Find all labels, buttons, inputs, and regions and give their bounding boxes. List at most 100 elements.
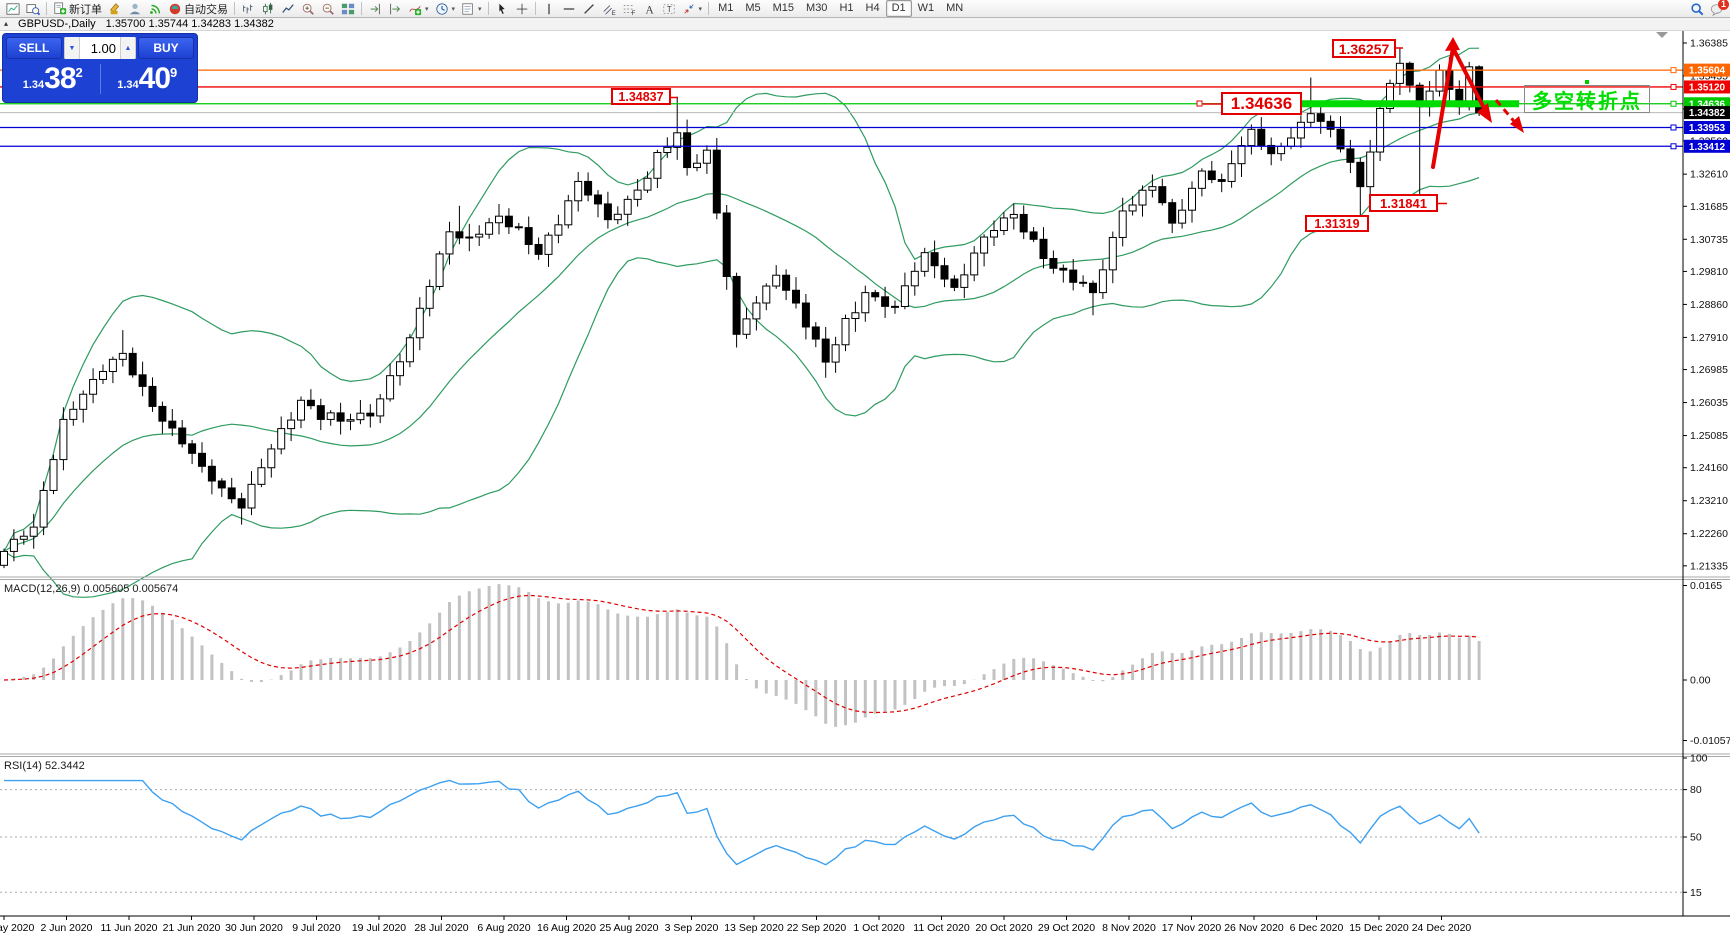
svg-text:1.26035: 1.26035 bbox=[1690, 397, 1728, 409]
svg-text:F: F bbox=[631, 10, 635, 16]
notification-badge: 1 bbox=[1718, 0, 1729, 10]
line-chart-icon[interactable] bbox=[278, 0, 298, 17]
timeframe-h4-button[interactable]: H4 bbox=[865, 2, 880, 14]
timeframe-mn-button[interactable]: MN bbox=[946, 2, 964, 14]
horizontal-line-icon[interactable] bbox=[559, 0, 579, 17]
svg-text:1.22260: 1.22260 bbox=[1690, 528, 1728, 540]
price-tags: 1.35604 1.35120 1.34636 1.33953 1.33412 1.343… bbox=[1684, 63, 1730, 153]
cursor-icon[interactable] bbox=[492, 0, 512, 17]
svg-text:29 Oct 2020: 29 Oct 2020 bbox=[1038, 922, 1095, 934]
price-label-pivot[interactable]: 1.34636 bbox=[1221, 92, 1302, 115]
bar-chart-icon[interactable] bbox=[238, 0, 258, 17]
templates-icon[interactable]: ▾ bbox=[458, 0, 485, 17]
clean-charts-icon[interactable] bbox=[105, 0, 125, 17]
terminal-icon[interactable] bbox=[125, 0, 145, 17]
time-axis[interactable]: 24 May 2020 2 Jun 2020 11 Jun 2020 21 Jun 2… bbox=[0, 915, 1730, 934]
macd-indicator-label: MACD(12,26,9) 0.005605 0.005674 bbox=[4, 583, 179, 595]
timeframes-menu-icon[interactable]: ▾ bbox=[432, 0, 459, 17]
svg-text:22 Sep 2020: 22 Sep 2020 bbox=[787, 922, 847, 934]
volume-input[interactable] bbox=[80, 37, 120, 59]
svg-text:1.34636: 1.34636 bbox=[1689, 99, 1726, 110]
arrows-icon[interactable]: ▾ bbox=[679, 0, 706, 17]
chart-canvas[interactable]: 1.363851.354351.344851.335601.326101.316… bbox=[0, 30, 1730, 943]
chart-collapse-icon[interactable]: ▴ bbox=[4, 19, 9, 28]
toolbar-separator bbox=[534, 2, 536, 15]
volume-increase-button[interactable]: ▲ bbox=[120, 37, 136, 59]
rsi-pane bbox=[0, 779, 1683, 893]
timeframe-h1-button[interactable]: H1 bbox=[839, 2, 854, 14]
svg-text:30 Jun 2020: 30 Jun 2020 bbox=[225, 922, 283, 934]
fibonacci-icon[interactable]: F bbox=[619, 0, 639, 17]
text-icon[interactable]: A bbox=[639, 0, 659, 17]
tile-windows-icon[interactable] bbox=[338, 0, 358, 17]
note-handle[interactable] bbox=[1585, 80, 1589, 84]
zoom-in-icon[interactable] bbox=[298, 0, 318, 17]
svg-text:0.00: 0.00 bbox=[1690, 675, 1711, 687]
timeframe-m15-button[interactable]: M15 bbox=[772, 2, 795, 14]
svg-text:21 Jun 2020: 21 Jun 2020 bbox=[163, 922, 221, 934]
svg-text:1.29810: 1.29810 bbox=[1690, 266, 1728, 278]
pane-separators bbox=[0, 576, 1730, 757]
trendline-icon[interactable] bbox=[579, 0, 599, 17]
svg-text:26 Nov 2020: 26 Nov 2020 bbox=[1224, 922, 1284, 934]
annotation-arrows[interactable] bbox=[670, 37, 1524, 225]
price-label-sep-high[interactable]: 1.34837 bbox=[611, 88, 671, 105]
note-bull-bear-pivot[interactable]: 多空转折点 bbox=[1524, 85, 1650, 113]
main-toolbar: 新订单 自动交易 ▾ ▾ ▾ E F A T ▾ M1 M5 M15 M30 H1 H4 D1 W1 MN 1 bbox=[0, 0, 1730, 18]
auto-scroll-icon[interactable] bbox=[365, 0, 385, 17]
svg-text:0.0165: 0.0165 bbox=[1690, 580, 1722, 592]
profiles-icon[interactable] bbox=[23, 0, 43, 17]
svg-text:1.30735: 1.30735 bbox=[1690, 234, 1728, 246]
price-divider bbox=[99, 64, 101, 94]
new-order-icon[interactable]: 新订单 bbox=[50, 0, 105, 17]
candlestick-chart-icon[interactable] bbox=[258, 0, 278, 17]
notifications-icon[interactable]: 1 bbox=[1707, 0, 1729, 17]
signals-icon[interactable] bbox=[145, 0, 165, 17]
chart-title-bar: ▴ GBPUSD-,Daily 1.35700 1.35744 1.34283 … bbox=[0, 17, 1730, 31]
price-label-high[interactable]: 1.36257 bbox=[1332, 39, 1396, 58]
svg-text:1.23210: 1.23210 bbox=[1690, 495, 1728, 507]
timeframe-m30-button[interactable]: M30 bbox=[806, 2, 828, 14]
zoom-out-icon[interactable] bbox=[318, 0, 338, 17]
buy-price[interactable]: 1.34409 bbox=[117, 62, 178, 95]
crosshair-icon[interactable] bbox=[512, 0, 532, 17]
svg-text:1.28860: 1.28860 bbox=[1690, 299, 1728, 311]
sell-button[interactable]: SELL bbox=[6, 37, 62, 59]
timeframe-w1-button[interactable]: W1 bbox=[917, 2, 935, 14]
equidistant-channel-icon[interactable]: E bbox=[599, 0, 619, 17]
vertical-line-icon[interactable] bbox=[539, 0, 559, 17]
svg-text:19 Jul 2020: 19 Jul 2020 bbox=[352, 922, 406, 934]
svg-text:15: 15 bbox=[1690, 887, 1702, 899]
timeframe-m5-button[interactable]: M5 bbox=[745, 2, 761, 14]
svg-text:T: T bbox=[666, 5, 671, 14]
toolbar-separator bbox=[46, 2, 47, 15]
svg-text:1.35604: 1.35604 bbox=[1689, 66, 1726, 77]
svg-text:24 May 2020: 24 May 2020 bbox=[0, 922, 35, 934]
text-label-icon[interactable]: T bbox=[659, 0, 679, 17]
svg-text:13 Sep 2020: 13 Sep 2020 bbox=[724, 922, 784, 934]
price-label-dec21-low[interactable]: 1.31841 bbox=[1369, 194, 1438, 212]
chart-shift-icon[interactable] bbox=[385, 0, 405, 17]
svg-text:24 Dec 2020: 24 Dec 2020 bbox=[1412, 922, 1472, 934]
timeframe-d1-button[interactable]: D1 bbox=[885, 0, 912, 17]
volume-decrease-button[interactable]: ▼ bbox=[64, 37, 80, 59]
svg-text:A: A bbox=[645, 4, 654, 16]
auto-trading-icon[interactable]: 自动交易 bbox=[165, 0, 231, 17]
chart-window-icon[interactable] bbox=[3, 0, 23, 17]
svg-text:25 Aug 2020: 25 Aug 2020 bbox=[600, 922, 659, 934]
search-icon[interactable] bbox=[1687, 0, 1707, 17]
svg-text:9 Jul 2020: 9 Jul 2020 bbox=[292, 922, 341, 934]
buy-button[interactable]: BUY bbox=[138, 37, 194, 59]
timeframe-m1-button[interactable]: M1 bbox=[718, 2, 734, 14]
chart-symbol-period: GBPUSD-,Daily bbox=[18, 17, 96, 30]
sell-price[interactable]: 1.34382 bbox=[22, 62, 83, 95]
price-label-dec11-low[interactable]: 1.31319 bbox=[1305, 215, 1369, 232]
svg-text:6 Aug 2020: 6 Aug 2020 bbox=[477, 922, 530, 934]
svg-text:1.27910: 1.27910 bbox=[1690, 332, 1728, 344]
svg-text:1.26985: 1.26985 bbox=[1690, 364, 1728, 376]
svg-text:1.34382: 1.34382 bbox=[1689, 108, 1726, 119]
indicators-icon[interactable]: ▾ bbox=[405, 0, 432, 17]
svg-text:E: E bbox=[611, 10, 615, 16]
